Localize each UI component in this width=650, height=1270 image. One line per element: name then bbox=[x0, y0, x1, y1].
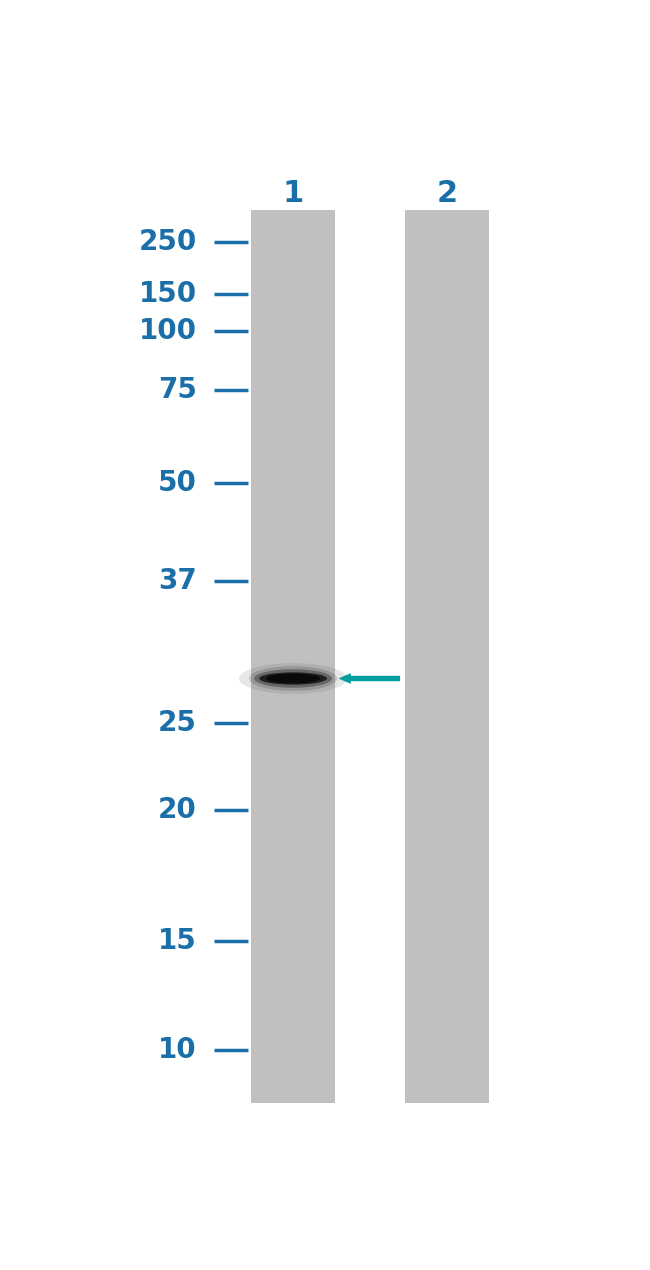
Text: 50: 50 bbox=[158, 469, 197, 497]
Ellipse shape bbox=[249, 667, 337, 691]
Bar bbox=[405, 210, 489, 1104]
Text: 250: 250 bbox=[138, 229, 197, 257]
Text: 25: 25 bbox=[158, 709, 197, 737]
Text: 150: 150 bbox=[138, 281, 197, 309]
FancyArrow shape bbox=[339, 673, 400, 685]
Text: 75: 75 bbox=[158, 376, 197, 404]
Ellipse shape bbox=[266, 673, 320, 683]
Text: 15: 15 bbox=[158, 927, 197, 955]
Text: 2: 2 bbox=[437, 179, 458, 208]
Ellipse shape bbox=[239, 663, 347, 693]
Text: 1: 1 bbox=[283, 179, 304, 208]
Text: 37: 37 bbox=[158, 566, 197, 594]
Text: 10: 10 bbox=[158, 1036, 197, 1064]
Text: 20: 20 bbox=[158, 795, 197, 823]
Bar bbox=[251, 210, 335, 1104]
Ellipse shape bbox=[254, 669, 332, 688]
Text: 100: 100 bbox=[139, 318, 197, 345]
Ellipse shape bbox=[259, 672, 327, 685]
